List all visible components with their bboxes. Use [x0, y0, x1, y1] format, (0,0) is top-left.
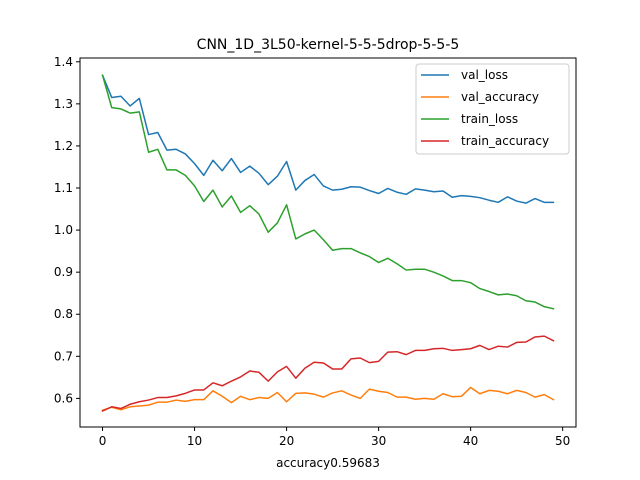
series-line-train-accuracy	[101, 335, 555, 413]
legend-label-val-accuracy: val_accuracy	[461, 90, 539, 104]
axes-frame	[79, 57, 577, 428]
x-tick-label: 50	[555, 434, 570, 448]
legend-box	[415, 63, 570, 155]
y-tick-label: 0.8	[54, 307, 73, 321]
legend: val_loss val_accuracy train_loss train_accu…	[415, 63, 570, 155]
x-tick-label: 20	[279, 434, 294, 448]
x-tick-label: 40	[463, 434, 478, 448]
y-tick-label: 0.7	[54, 349, 73, 363]
legend-label-train-accuracy: train_accuracy	[461, 134, 549, 148]
y-tick-label: 0.9	[54, 265, 73, 279]
x-tick-label: 30	[371, 434, 386, 448]
x-tick-label: 0	[99, 434, 107, 448]
y-tick-label: 1.3	[54, 97, 73, 111]
y-tick-label: 1.2	[54, 139, 73, 153]
series-line-val-accuracy	[101, 386, 555, 412]
series-line-train-loss	[101, 74, 555, 310]
y-axis: 0.6 0.7 0.8 0.9 1.0 1.1 1.2 1.3 1.4	[54, 55, 80, 405]
y-tick-label: 1.4	[54, 55, 73, 69]
legend-label-val-loss: val_loss	[461, 68, 508, 82]
x-tick-label: 10	[187, 434, 202, 448]
plot-area	[101, 74, 555, 413]
chart-title: CNN_1D_3L50-kernel-5-5-5drop-5-5-5	[197, 37, 460, 53]
x-axis-label: accuracy0.59683	[276, 456, 380, 470]
y-tick-label: 1.0	[54, 223, 73, 237]
series-line-val-loss	[101, 74, 555, 204]
y-tick-label: 1.1	[54, 181, 73, 195]
x-axis: 0 10 20 30 40 50	[99, 427, 570, 448]
y-tick-label: 0.6	[54, 391, 73, 405]
legend-label-train-loss: train_loss	[461, 112, 518, 126]
